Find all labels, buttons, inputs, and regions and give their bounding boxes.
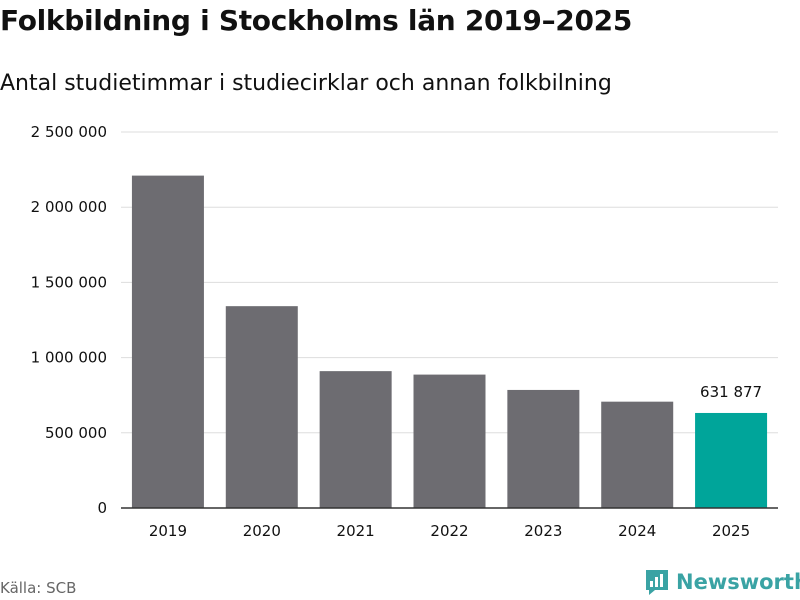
x-tick-label: 2019 bbox=[149, 522, 187, 540]
bar bbox=[413, 374, 486, 508]
x-tick-label: 2023 bbox=[524, 522, 562, 540]
bar bbox=[319, 371, 392, 508]
source-note: Källa: SCB bbox=[0, 579, 77, 597]
bar bbox=[507, 389, 580, 508]
chart-subtitle: Antal studietimmar i studiecirklar och a… bbox=[0, 71, 612, 96]
x-tick-label: 2020 bbox=[243, 522, 281, 540]
chart-title: Folkbildning i Stockholms län 2019–2025 bbox=[0, 4, 633, 37]
y-tick-label: 2 000 000 bbox=[31, 198, 107, 216]
y-tick-label: 1 500 000 bbox=[31, 273, 107, 291]
x-tick-label: 2025 bbox=[712, 522, 750, 540]
x-tick-label: 2024 bbox=[618, 522, 656, 540]
bar bbox=[131, 175, 204, 508]
brand-name: Newsworthy bbox=[676, 570, 800, 594]
bar bbox=[601, 401, 674, 508]
y-tick-label: 0 bbox=[97, 499, 107, 517]
brand-logo: Newsworthy bbox=[644, 568, 800, 596]
bar bbox=[225, 306, 298, 508]
x-tick-label: 2022 bbox=[430, 522, 468, 540]
data-label: 631 877 bbox=[700, 383, 762, 401]
y-tick-label: 1 000 000 bbox=[31, 349, 107, 367]
x-tick-label: 2021 bbox=[337, 522, 375, 540]
newsworthy-logo-icon bbox=[646, 570, 668, 595]
y-tick-label: 500 000 bbox=[45, 424, 107, 442]
bar-highlight bbox=[695, 412, 768, 508]
y-tick-label: 2 500 000 bbox=[31, 123, 107, 141]
